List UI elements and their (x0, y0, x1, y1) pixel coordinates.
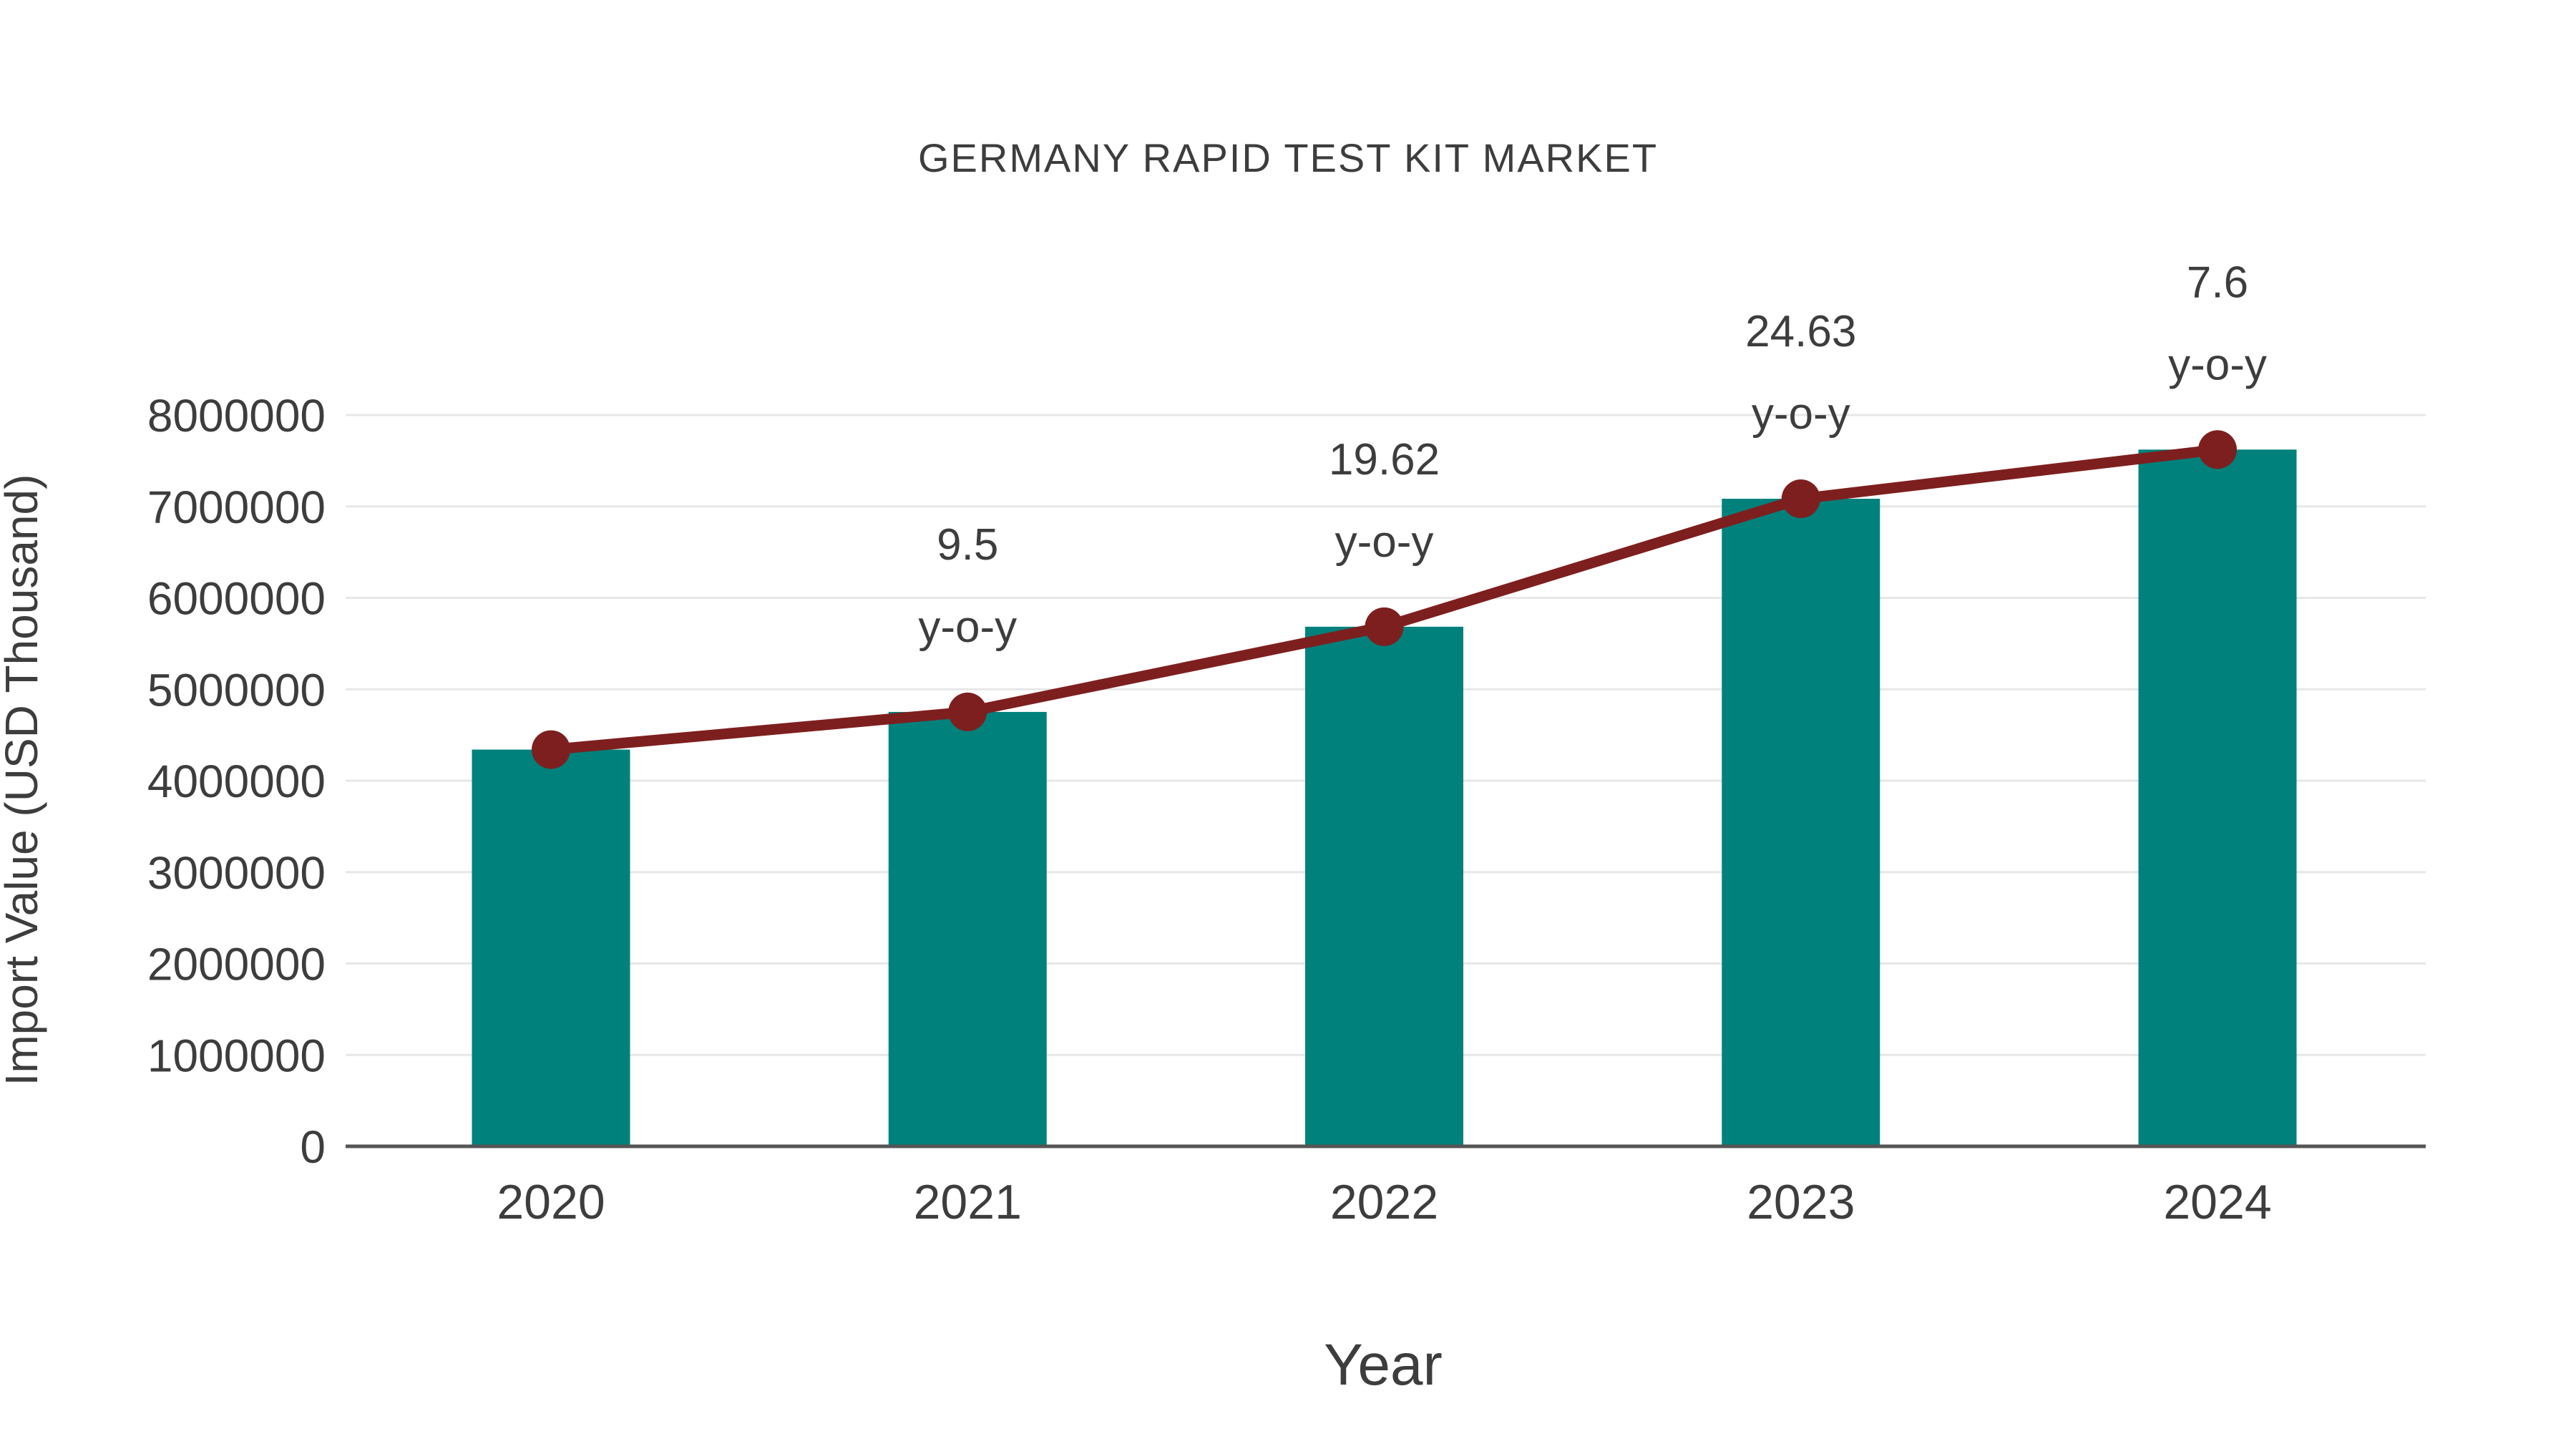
trend-point-2024 (2198, 430, 2237, 469)
annotation-2024-suffix: y-o-y (2168, 340, 2267, 389)
annotation-2022-value: 19.62 (1329, 435, 1440, 484)
trend-line (532, 430, 2237, 769)
y-tick-label: 7000000 (147, 482, 326, 533)
y-tick-labels: 0 1000000 2000000 3000000 4000000 5000000 6000… (147, 390, 326, 1173)
y-tick-label: 2000000 (147, 939, 326, 990)
annotation-2023-value: 24.63 (1745, 307, 1856, 356)
x-tick-label-2021: 2021 (914, 1175, 1022, 1229)
bars (472, 449, 2297, 1146)
bar-2023 (1722, 499, 1880, 1146)
trend-point-2021 (948, 692, 987, 731)
y-tick-label: 4000000 (147, 756, 326, 807)
annotation-2021-value: 9.5 (937, 520, 998, 570)
x-tick-label-2022: 2022 (1330, 1175, 1438, 1229)
annotation-2021-suffix: y-o-y (918, 602, 1017, 652)
x-tick-labels: 2020 2021 2022 2023 2024 (497, 1175, 2271, 1229)
y-tick-label: 8000000 (147, 390, 326, 441)
annotations: 9.5 y-o-y 19.62 y-o-y 24.63 y-o-y 7.6 y-o-y (918, 258, 2267, 652)
bar-2020 (472, 749, 630, 1146)
chart-title: GERMANY RAPID TEST KIT MARKET (918, 135, 1658, 180)
x-axis-title: Year (1324, 1332, 1443, 1397)
annotation-2022-suffix: y-o-y (1335, 517, 1434, 567)
y-tick-label: 3000000 (147, 847, 326, 899)
bar-2024 (2138, 449, 2297, 1146)
trend-point-2022 (1365, 607, 1404, 646)
trend-point-2023 (1781, 479, 1820, 519)
y-axis-title: Import Value (USD Thousand) (0, 474, 47, 1086)
y-tick-label: 6000000 (147, 573, 326, 625)
y-tick-label: 0 (300, 1121, 326, 1173)
x-tick-label-2024: 2024 (2163, 1175, 2271, 1229)
y-tick-label: 1000000 (147, 1030, 326, 1081)
bar-2021 (888, 711, 1047, 1146)
trend-point-2020 (532, 730, 570, 769)
bar-2022 (1305, 626, 1463, 1146)
x-tick-label-2023: 2023 (1747, 1175, 1855, 1229)
annotation-2023-suffix: y-o-y (1752, 389, 1850, 439)
y-tick-label: 5000000 (147, 664, 326, 716)
x-tick-label-2020: 2020 (497, 1175, 605, 1229)
annotation-2024-value: 7.6 (2187, 258, 2248, 307)
